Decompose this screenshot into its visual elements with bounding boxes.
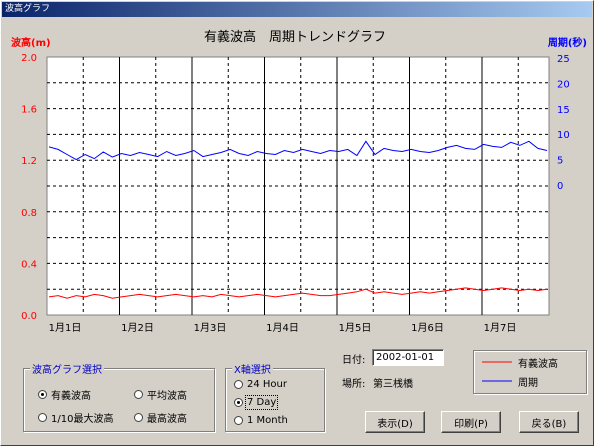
right-tick-label: 10 xyxy=(557,130,570,141)
radio-24hour[interactable]: 24 Hour xyxy=(234,379,287,390)
radio-indicator[interactable] xyxy=(234,380,243,389)
plot-area xyxy=(46,56,550,316)
x-tick-label: 1月6日 xyxy=(411,322,444,334)
radio-indicator[interactable] xyxy=(134,390,143,399)
radio-one-tenth[interactable]: 1/10最大波高 xyxy=(38,410,113,425)
legend-box: 有義波高 周期 xyxy=(473,350,587,394)
x-axis-select-caption: X軸選択 xyxy=(232,361,273,376)
legend-swatch-period xyxy=(482,380,512,382)
radio-indicator[interactable] xyxy=(234,398,243,407)
radio-indicator[interactable] xyxy=(134,413,143,422)
right-axis-ticks: 25 20 15 10 5 0 xyxy=(557,54,570,192)
x-tick-label: 1月1日 xyxy=(49,322,82,334)
title-bar[interactable]: 波高グラフ xyxy=(2,2,592,17)
grid-lines xyxy=(47,57,549,315)
radio-label: 最高波高 xyxy=(147,414,187,425)
right-tick-label: 0 xyxy=(557,181,563,192)
x-tick-label: 1月5日 xyxy=(339,322,372,334)
left-tick-label: 0.0 xyxy=(21,311,37,322)
left-tick-label: 0.4 xyxy=(21,259,37,270)
radio-indicator[interactable] xyxy=(38,413,47,422)
right-tick-label: 5 xyxy=(557,156,563,167)
window-title: 波高グラフ xyxy=(5,4,51,14)
display-button[interactable]: 表示(D) xyxy=(365,411,425,433)
x-tick-label: 1月4日 xyxy=(266,322,299,334)
radio-label: 7 Day xyxy=(244,395,279,410)
radio-label: 1/10最大波高 xyxy=(51,414,114,425)
print-button[interactable]: 印刷(P) xyxy=(441,411,501,433)
date-field[interactable]: 2002-01-01 xyxy=(372,349,444,366)
series-line-period xyxy=(48,140,548,161)
right-tick-label: 25 xyxy=(557,54,570,65)
radio-label: 平均波高 xyxy=(147,391,187,402)
trend-chart: 有義波高 周期トレンドグラフ 波高(m) 周期(秒) 2.0 1.6 1.2 0.8 0… xyxy=(11,29,587,334)
radio-label: 有義波高 xyxy=(51,391,91,402)
place-label: 場所: xyxy=(342,379,366,390)
x-axis-select-group: X軸選択 24 Hour 7 Day 1 Month xyxy=(225,361,325,432)
left-axis-label: 波高(m) xyxy=(11,36,51,49)
back-button[interactable]: 戻る(B) xyxy=(519,411,579,433)
wave-select-group: 波高グラフ選択 有義波高 平均波高 1/10最大波高 最高波高 xyxy=(23,361,215,432)
series-group xyxy=(48,140,548,299)
series-line-wave-height xyxy=(48,287,548,299)
left-axis-ticks: 2.0 1.6 1.2 0.8 0.4 0.0 xyxy=(21,53,37,322)
radio-indicator[interactable] xyxy=(234,416,243,425)
date-label: 日付: xyxy=(342,355,366,366)
right-axis-label: 周期(秒) xyxy=(548,36,587,49)
radio-7day[interactable]: 7 Day xyxy=(234,395,279,410)
legend-label-period: 周期 xyxy=(518,378,538,389)
left-tick-label: 1.6 xyxy=(21,105,37,116)
right-tick-label: 15 xyxy=(557,105,570,116)
wave-select-caption: 波高グラフ選択 xyxy=(30,361,104,376)
radio-1month[interactable]: 1 Month xyxy=(234,415,288,426)
x-tick-label: 1月7日 xyxy=(484,322,517,334)
radio-max[interactable]: 最高波高 xyxy=(134,410,187,425)
radio-mean[interactable]: 平均波高 xyxy=(134,387,187,402)
x-axis-ticks: 1月1日 1月2日 1月3日 1月4日 1月5日 1月6日 1月7日 xyxy=(49,322,517,334)
right-tick-label: 20 xyxy=(557,79,570,90)
x-tick-label: 1月3日 xyxy=(194,322,227,334)
place-value: 第三桟橋 xyxy=(373,379,413,390)
legend-label-wave: 有義波高 xyxy=(518,359,558,370)
chart-title: 有義波高 周期トレンドグラフ xyxy=(204,29,386,45)
left-tick-label: 1.2 xyxy=(21,156,37,167)
left-tick-label: 0.8 xyxy=(21,208,37,219)
radio-significant[interactable]: 有義波高 xyxy=(38,387,91,402)
radio-label: 24 Hour xyxy=(247,379,287,390)
radio-label: 1 Month xyxy=(247,415,288,426)
radio-indicator[interactable] xyxy=(38,390,47,399)
left-tick-label: 2.0 xyxy=(21,53,37,64)
legend-swatch-wave xyxy=(482,361,512,363)
x-tick-label: 1月2日 xyxy=(121,322,154,334)
